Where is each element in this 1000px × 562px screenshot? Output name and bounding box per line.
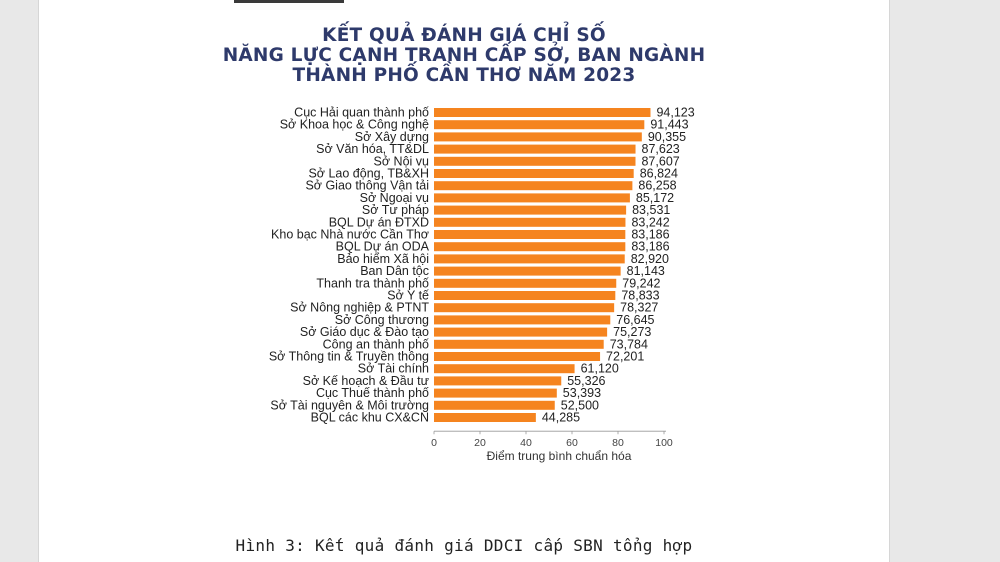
bar [434, 291, 616, 300]
value-label: 83,186 [631, 240, 669, 254]
value-label: 53,393 [563, 386, 601, 400]
value-label: 87,623 [642, 142, 680, 156]
category-label: Sở Ngoại vụ [360, 191, 429, 205]
x-tick-label: 0 [431, 437, 437, 449]
x-tick-label: 40 [520, 437, 532, 449]
bar [434, 303, 615, 313]
bar [434, 108, 651, 117]
category-label: Sở Nội vụ [374, 154, 429, 168]
category-label: Sở Tài chính [358, 362, 429, 376]
value-labels-group: 94,12391,44390,35587,62387,60786,82486,2… [542, 106, 695, 425]
chart-title: KẾT QUẢ ĐÁNH GIÁ CHỈ SỐ NĂNG LỰC CẠNH TR… [39, 26, 889, 86]
category-label: BQL Dự án ODA [336, 240, 430, 254]
category-label: Sở Khoa học & Công nghệ [280, 118, 429, 132]
category-label: Sở Giáo dục & Đào tạo [300, 325, 429, 339]
category-label: Sở Thông tin & Truyền thông [269, 350, 429, 364]
category-label: Sở Y tế [387, 289, 429, 303]
value-label: 76,645 [616, 313, 654, 327]
bar [434, 230, 626, 239]
bar [434, 242, 626, 252]
category-label: BQL Dự án ĐTXD [329, 215, 429, 229]
category-label: Công an thành phố [323, 337, 429, 351]
page-top-rule [234, 0, 344, 3]
category-label: Thanh tra thành phố [316, 276, 429, 290]
document-page: KẾT QUẢ ĐÁNH GIÁ CHỈ SỐ NĂNG LỰC CẠNH TR… [38, 0, 890, 562]
bar [434, 144, 636, 154]
value-label: 44,285 [542, 411, 580, 425]
x-tick-label: 100 [655, 437, 673, 449]
value-label: 72,201 [606, 350, 644, 364]
x-tick-label: 60 [566, 437, 578, 449]
category-label: Sở Nông nghiệp & PTNT [290, 301, 429, 315]
value-label: 86,258 [638, 179, 676, 193]
x-tick-label: 80 [612, 437, 624, 449]
category-label: Cục Thuế thành phố [316, 386, 429, 400]
x-axis-label: Điểm trung bình chuẩn hóa [487, 449, 632, 463]
category-label: Ban Dân tộc [360, 264, 429, 278]
bar [434, 400, 555, 410]
value-label: 85,172 [636, 191, 674, 205]
category-label: BQL các khu CX&CN [311, 411, 429, 425]
value-label: 83,531 [632, 203, 670, 217]
value-label: 78,833 [621, 289, 659, 303]
bar [434, 132, 642, 142]
bar [434, 339, 604, 349]
x-tick-label: 20 [474, 437, 486, 449]
value-label: 90,355 [648, 130, 686, 144]
value-label: 75,273 [613, 325, 651, 339]
value-label: 86,824 [640, 167, 678, 181]
bar [434, 254, 625, 264]
category-label: Kho bạc Nhà nước Cần Thơ [271, 228, 429, 242]
bar [434, 169, 634, 178]
bar [434, 181, 633, 191]
chart-title-line-1: KẾT QUẢ ĐÁNH GIÁ CHỈ SỐ [322, 25, 606, 46]
category-label: Sở Tư pháp [362, 203, 429, 217]
chart-title-line-3: THÀNH PHỐ CẦN THƠ NĂM 2023 [292, 65, 636, 86]
bar [434, 156, 636, 166]
category-label: Sở Lao động, TB&XH [308, 167, 429, 181]
bar [434, 217, 626, 227]
value-label: 94,123 [656, 106, 694, 120]
bars-group [434, 108, 651, 422]
category-label: Cục Hải quan thành phố [294, 106, 429, 120]
bar [434, 327, 608, 337]
value-label: 82,920 [631, 252, 669, 266]
category-label: Sở Tài nguyên & Môi trường [270, 398, 429, 412]
value-label: 55,326 [567, 374, 605, 388]
value-label: 83,242 [631, 215, 669, 229]
figure-caption: Hình 3: Kết quả đánh giá DDCI cấp SBN tổ… [235, 536, 693, 555]
value-label: 73,784 [610, 337, 648, 351]
bar [434, 266, 621, 276]
bar [434, 376, 562, 386]
value-label: 83,186 [631, 228, 669, 242]
bar [434, 193, 630, 203]
value-label: 52,500 [561, 398, 599, 412]
category-label: Sở Xây dựng [355, 130, 429, 144]
chart-title-line-2: NĂNG LỰC CẠNH TRANH CẤP SỞ, BAN NGÀNH [222, 45, 706, 66]
category-label: Sở Giao thông Vận tải [305, 179, 429, 193]
bar [434, 120, 645, 130]
value-label: 78,327 [620, 301, 658, 315]
x-axis: 0 20 40 60 80 100 [431, 430, 673, 449]
bar [434, 364, 575, 374]
bar [434, 352, 601, 361]
bar [434, 205, 627, 215]
value-label: 91,443 [650, 118, 688, 132]
bar [434, 315, 611, 325]
value-label: 87,607 [641, 154, 679, 168]
bar [434, 388, 557, 398]
category-label: Sở Công thương [335, 313, 429, 327]
bar [434, 413, 536, 422]
category-label: Sở Văn hóa, TT&DL [316, 142, 429, 156]
value-label: 81,143 [627, 264, 665, 278]
category-label: Sở Kế hoạch & Đầu tư [303, 374, 429, 388]
category-label: Bảo hiểm Xã hội [337, 252, 429, 266]
value-label: 79,242 [622, 276, 660, 290]
bar [434, 278, 617, 288]
value-label: 61,120 [581, 362, 619, 376]
